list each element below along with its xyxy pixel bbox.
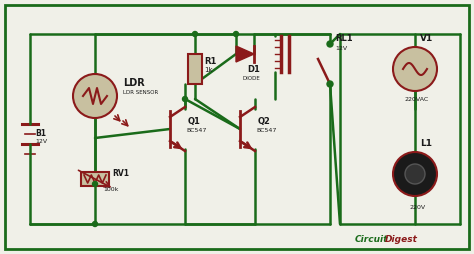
Text: 1k: 1k [204, 67, 213, 73]
Text: 12V: 12V [335, 46, 347, 51]
Circle shape [182, 97, 188, 102]
Bar [81, 172, 109, 186]
Text: 12V: 12V [35, 139, 47, 144]
Circle shape [405, 164, 425, 184]
Circle shape [92, 221, 98, 227]
Circle shape [234, 31, 238, 37]
Circle shape [393, 152, 437, 196]
Circle shape [327, 81, 333, 87]
Text: L1: L1 [420, 139, 432, 148]
Polygon shape [236, 46, 254, 62]
Text: 220V: 220V [410, 205, 426, 210]
Text: V1: V1 [420, 34, 433, 43]
Text: RV1: RV1 [112, 169, 129, 178]
Text: Q1: Q1 [188, 117, 201, 126]
Text: Q2: Q2 [258, 117, 271, 126]
Text: 100k: 100k [103, 187, 118, 192]
Text: B1: B1 [35, 129, 46, 138]
Circle shape [393, 47, 437, 91]
Bar [188, 54, 202, 84]
Circle shape [192, 31, 198, 37]
Text: Digest: Digest [385, 235, 418, 244]
Text: BC547: BC547 [186, 128, 206, 133]
Text: Circuit: Circuit [355, 235, 388, 244]
Text: 220VAC: 220VAC [405, 97, 429, 102]
Text: LDR SENSOR: LDR SENSOR [123, 90, 158, 95]
Text: LDR: LDR [123, 78, 145, 88]
Text: D1: D1 [247, 65, 260, 74]
Text: BC547: BC547 [256, 128, 276, 133]
Text: R1: R1 [204, 57, 216, 66]
Text: RL1: RL1 [335, 34, 353, 43]
Circle shape [92, 182, 98, 186]
Text: DIODE: DIODE [243, 76, 261, 81]
Circle shape [327, 41, 333, 47]
Circle shape [73, 74, 117, 118]
